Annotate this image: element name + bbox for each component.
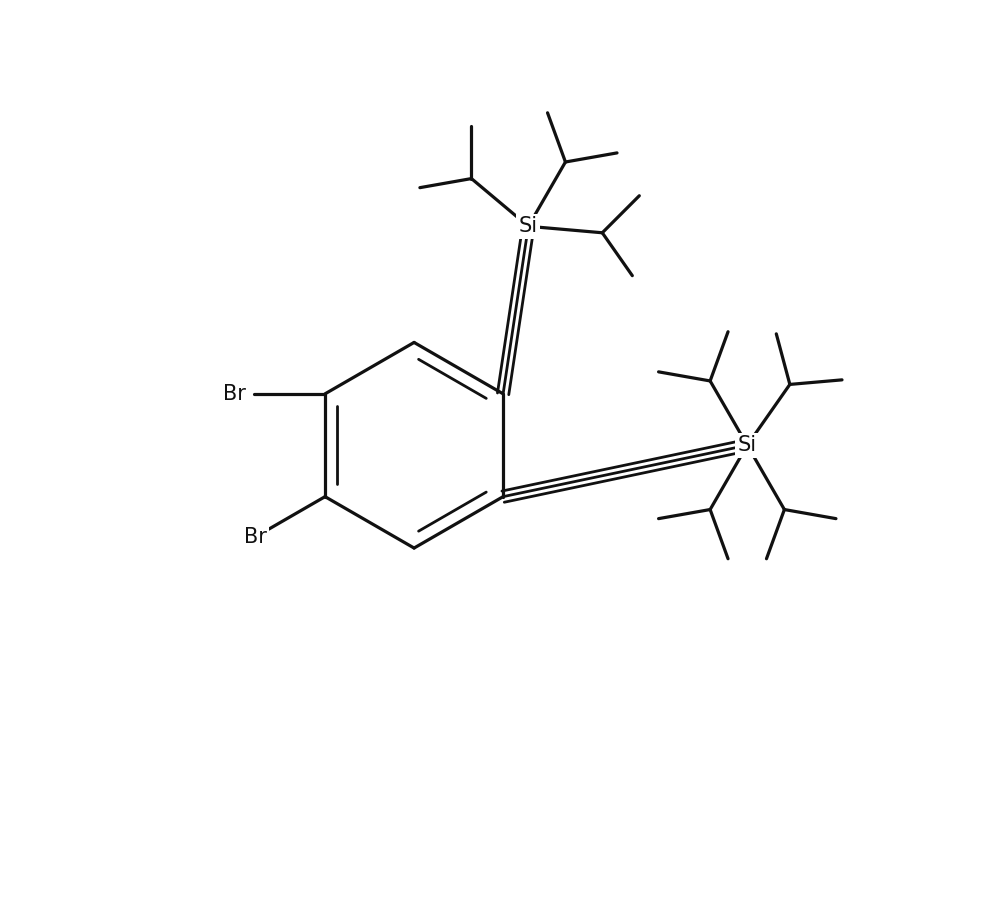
Text: Br: Br	[223, 383, 247, 404]
Text: Br: Br	[244, 527, 266, 547]
Text: Si: Si	[519, 216, 538, 237]
Text: Si: Si	[738, 436, 756, 455]
